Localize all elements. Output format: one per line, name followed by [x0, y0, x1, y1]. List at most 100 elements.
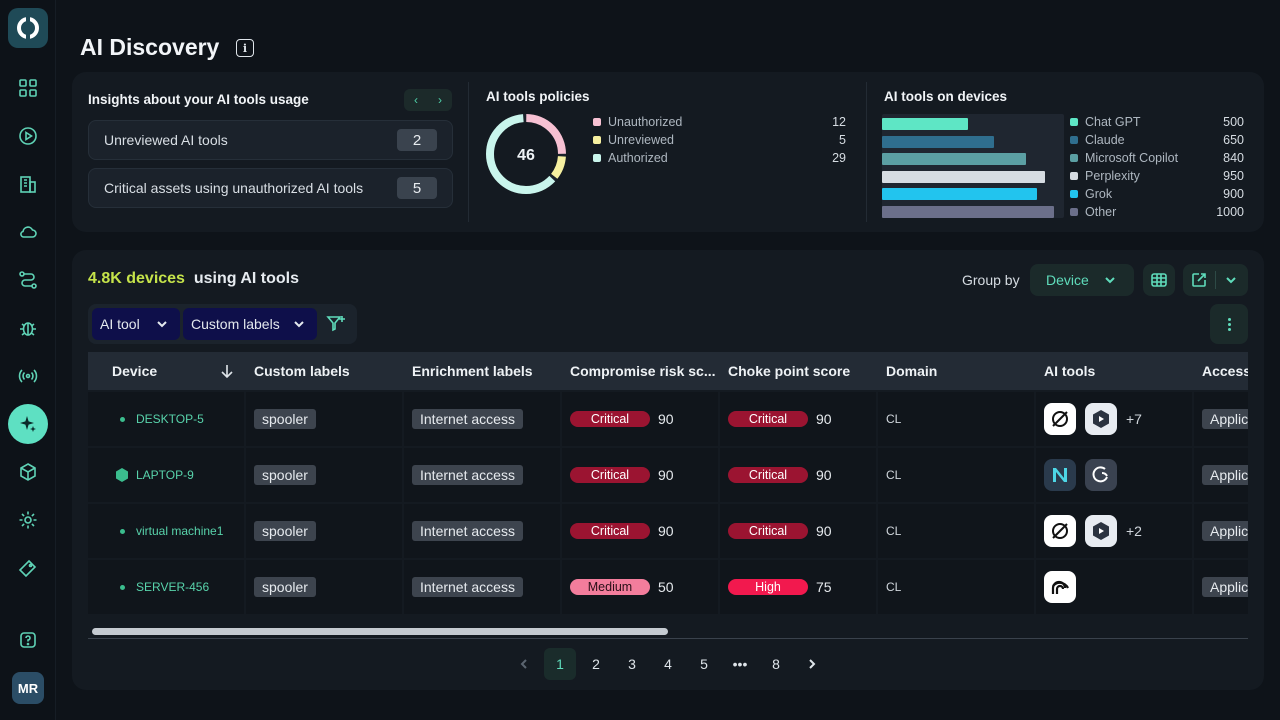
signal-icon[interactable]	[1044, 571, 1076, 603]
export-button[interactable]	[1183, 264, 1248, 296]
route-icon[interactable]	[12, 264, 44, 296]
n-icon[interactable]	[1044, 459, 1076, 491]
divider	[88, 638, 1248, 639]
choke-score: 75	[816, 579, 832, 595]
prev-page-button[interactable]	[508, 648, 540, 680]
play-icon[interactable]	[12, 120, 44, 152]
help-icon[interactable]	[12, 624, 44, 656]
col-choke-point[interactable]: Choke point score	[728, 363, 851, 379]
col-ai-tools[interactable]: AI tools	[1044, 363, 1096, 379]
legend-label: Claude	[1085, 133, 1125, 147]
table-view-button[interactable]	[1143, 264, 1175, 296]
sparkle-icon[interactable]	[8, 404, 48, 444]
filter-custom-labels[interactable]: Custom labels	[183, 308, 317, 340]
page-button[interactable]: 5	[700, 656, 708, 672]
legend-chat-gpt: Chat GPT	[1070, 115, 1141, 129]
dashboard-icon[interactable]	[12, 72, 44, 104]
app-logo[interactable]	[8, 8, 48, 48]
table-row[interactable]: SERVER-456 spooler Internet access Medium 50…	[88, 560, 1248, 616]
risk-badge: Critical	[570, 523, 650, 539]
building-icon[interactable]	[12, 168, 44, 200]
more-tools-count[interactable]: +2	[1126, 523, 1142, 539]
user-avatar[interactable]: MR	[12, 672, 44, 704]
col-custom-labels[interactable]: Custom labels	[254, 363, 350, 379]
grok-icon[interactable]	[1044, 515, 1076, 547]
chevron-left-icon[interactable]: ‹	[414, 93, 418, 107]
bug-icon[interactable]	[12, 312, 44, 344]
page-button[interactable]: 1	[544, 648, 576, 680]
device-name[interactable]: SERVER-456	[136, 580, 210, 594]
page-numbers: 1 2 3 4 5 ••• 8	[544, 648, 796, 680]
box-icon[interactable]	[12, 456, 44, 488]
table-row[interactable]: DESKTOP-5 spooler Internet access Critical 9…	[88, 392, 1248, 448]
device-name[interactable]: LAPTOP-9	[136, 468, 194, 482]
filter-ai-tool[interactable]: AI tool	[92, 308, 180, 340]
horizontal-scrollbar[interactable]	[92, 628, 668, 635]
donut-segment-authorized	[486, 114, 566, 194]
add-filter-icon[interactable]	[326, 314, 346, 334]
deepseek-icon[interactable]	[1085, 459, 1117, 491]
bar-perplexity	[882, 170, 1046, 183]
page-button[interactable]: 2	[592, 656, 600, 672]
col-access[interactable]: Access	[1202, 363, 1248, 379]
legend-value: 840	[1223, 151, 1244, 165]
page-button[interactable]: 4	[664, 656, 672, 672]
policies-title: AI tools policies	[486, 89, 590, 104]
status-dot-icon	[120, 528, 125, 534]
settings-icon[interactable]	[12, 504, 44, 536]
sort-down-icon[interactable]	[220, 363, 234, 379]
filter-label: AI tool	[100, 316, 140, 332]
table-header: Device Custom labels Enrichment labels C…	[88, 352, 1248, 390]
status-dot-icon	[120, 584, 125, 590]
chevron-right-icon	[809, 659, 816, 669]
chevron-down-icon	[294, 321, 304, 328]
legend-value: 5	[839, 133, 846, 147]
next-page-button[interactable]	[796, 648, 828, 680]
divider	[866, 82, 867, 222]
legend-microsoft-copilot: Microsoft Copilot	[1070, 151, 1178, 165]
device-name[interactable]: virtual machine1	[136, 524, 224, 538]
device-name[interactable]: DESKTOP-5	[136, 412, 204, 426]
legend-value: 900	[1223, 187, 1244, 201]
col-compromise-risk[interactable]: Compromise risk sc...	[570, 363, 716, 379]
choke-badge: Critical	[728, 523, 808, 539]
group-by-dropdown[interactable]: Device	[1030, 264, 1134, 296]
insight-critical-assets[interactable]: Critical assets using unauthorized AI to…	[88, 168, 453, 208]
insight-unreviewed[interactable]: Unreviewed AI tools 2	[88, 120, 453, 160]
tag-icon[interactable]	[12, 552, 44, 584]
legend-unauthorized: Unauthorized	[593, 115, 682, 129]
more-options-button[interactable]	[1210, 304, 1248, 344]
insight-count: 2	[397, 129, 437, 151]
col-enrichment-labels[interactable]: Enrichment labels	[412, 363, 533, 379]
grok-icon[interactable]	[1044, 403, 1076, 435]
chevron-down-icon[interactable]	[1225, 274, 1237, 286]
more-tools-count[interactable]: +7	[1126, 411, 1142, 427]
dify-icon[interactable]	[1085, 515, 1117, 547]
legend-value: 12	[832, 115, 846, 129]
dify-icon[interactable]	[1085, 403, 1117, 435]
page-ellipsis[interactable]: •••	[732, 656, 748, 672]
legend-value: 1000	[1216, 205, 1244, 219]
summary-card: Insights about your AI tools usage ‹ › U…	[72, 72, 1264, 232]
devices-count-suffix: using AI tools	[193, 270, 300, 287]
cloud-icon[interactable]	[12, 216, 44, 248]
page-button[interactable]: 8	[772, 656, 780, 672]
broadcast-icon[interactable]	[12, 360, 44, 392]
risk-badge: Medium	[570, 579, 650, 595]
legend-claude: Claude	[1070, 133, 1125, 147]
legend-label: Other	[1085, 205, 1117, 219]
page-button[interactable]: 3	[628, 656, 636, 672]
col-device[interactable]: Device	[112, 363, 158, 379]
legend-value: 500	[1223, 115, 1244, 129]
table-row[interactable]: virtual machine1 spooler Internet access Cr…	[88, 504, 1248, 560]
legend-perplexity: Perplexity	[1070, 169, 1140, 183]
legend-value: 950	[1223, 169, 1244, 183]
choke-score: 90	[816, 523, 832, 539]
table-row[interactable]: LAPTOP-9 spooler Internet access Critical 90…	[88, 448, 1248, 504]
info-icon[interactable]: i	[236, 39, 254, 57]
page-title: AI Discovery	[80, 34, 220, 60]
chevron-right-icon[interactable]: ›	[438, 93, 442, 107]
divider	[468, 82, 469, 222]
col-domain[interactable]: Domain	[886, 363, 938, 379]
bar-chat-gpt	[882, 118, 968, 130]
